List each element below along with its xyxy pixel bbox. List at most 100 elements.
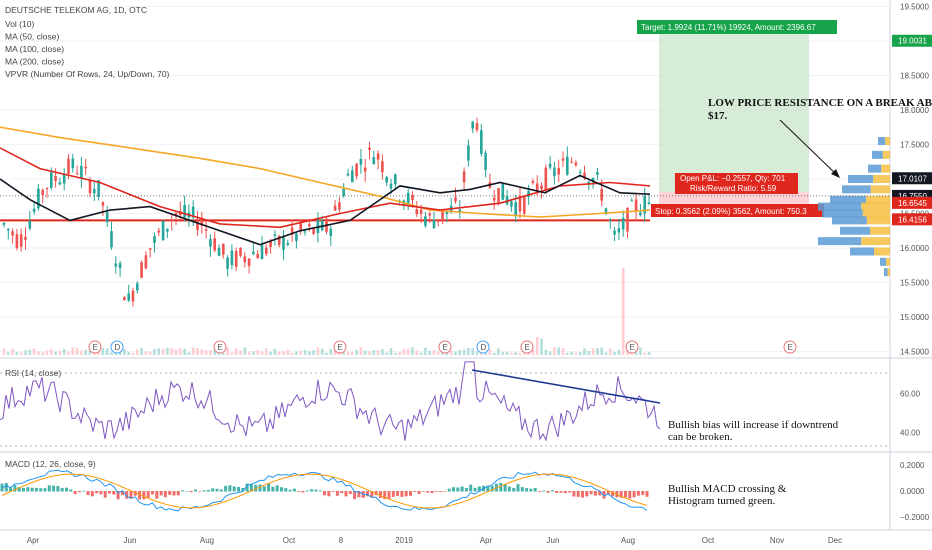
macd-histogram-bar: [572, 491, 576, 497]
candle-body: [123, 297, 126, 301]
macd-histogram-bar: [559, 491, 563, 493]
macd-histogram-bar: [77, 491, 81, 493]
volume-bar: [394, 352, 397, 355]
indicator-legend-item: MA (100, close): [5, 44, 64, 54]
macd-histogram-bar: [409, 491, 412, 496]
macd-histogram-bar: [512, 487, 516, 492]
vpvr-up-row: [848, 175, 874, 183]
volume-bar: [183, 348, 186, 355]
candle-body: [480, 130, 483, 154]
candle-body: [540, 185, 543, 189]
macd-histogram-bar: [598, 491, 602, 496]
volume-bar: [239, 350, 242, 355]
volume-bar: [157, 348, 161, 355]
event-markers[interactable]: E E E E E E ED D: [88, 340, 797, 354]
volume-bar: [282, 350, 285, 355]
dividend-marker[interactable]: [476, 340, 490, 354]
earnings-marker[interactable]: [213, 340, 227, 354]
macd-histogram-bar: [142, 491, 146, 500]
earnings-marker[interactable]: [520, 340, 534, 354]
volume-bar: [123, 348, 126, 355]
vpvr-up-row: [850, 247, 874, 256]
candle-body: [553, 167, 556, 177]
candle-body: [492, 197, 496, 201]
macd-histogram-bar: [353, 491, 357, 500]
price-tick-label: 15.0000: [900, 313, 929, 322]
macd-histogram-bar: [443, 491, 447, 492]
macd-histogram: [0, 482, 649, 500]
vpvr-down-row: [873, 175, 890, 183]
vpvr-down-row: [861, 237, 890, 246]
macd-histogram-bar: [550, 490, 554, 492]
vpvr-down-row: [885, 137, 890, 146]
candle-body: [114, 263, 118, 267]
volume-bar: [101, 348, 105, 355]
vpvr-down-row: [866, 195, 890, 204]
volume-bar: [398, 352, 401, 355]
macd-histogram-bar: [645, 491, 649, 497]
macd-histogram-bar: [112, 491, 116, 495]
macd-histogram-bar: [486, 485, 490, 492]
price-tag-label: 16.4156: [898, 215, 927, 224]
earnings-marker[interactable]: [438, 340, 452, 354]
earnings-marker-label: E: [525, 343, 530, 352]
volume-bar: [613, 352, 616, 355]
macd-histogram-bar: [525, 488, 529, 492]
macd-histogram-bar: [224, 485, 228, 492]
candle-body: [329, 228, 333, 236]
candle-body: [561, 158, 565, 161]
macd-histogram-bar: [520, 487, 524, 492]
time-tick-label: Jun: [547, 536, 560, 545]
macd-histogram-bar: [292, 488, 296, 492]
target-zone: [659, 24, 809, 192]
ma200-line: [0, 126, 651, 218]
candle-body: [75, 173, 79, 175]
volume-bar: [316, 347, 320, 355]
macd-histogram-bar: [606, 491, 610, 495]
dividend-marker[interactable]: [110, 340, 124, 354]
volume-bar: [320, 348, 324, 355]
volume-bar: [265, 348, 268, 355]
volume-bar: [187, 352, 191, 355]
volume-bar: [372, 350, 376, 355]
volume-bar: [148, 352, 152, 355]
volume-bar: [501, 351, 505, 355]
macd-histogram-bar: [52, 485, 56, 492]
earnings-marker[interactable]: [625, 340, 639, 354]
volume-bar: [604, 352, 608, 355]
macd-histogram-bar: [624, 491, 627, 498]
time-tick-label: Apr: [480, 536, 493, 545]
volume-bar: [166, 347, 169, 355]
volume-bar: [308, 351, 311, 355]
volume-bar: [273, 348, 277, 355]
price-tick-label: 15.5000: [900, 279, 929, 288]
macd-histogram-bar: [176, 491, 180, 496]
rsi-downtrend-line[interactable]: [471, 369, 661, 404]
macd-histogram-bar: [146, 491, 150, 499]
candle-body: [234, 251, 238, 267]
macd-histogram-bar: [189, 491, 193, 493]
earnings-marker[interactable]: [88, 340, 102, 354]
vpvr-up-row: [822, 209, 863, 218]
volume-bar: [548, 351, 552, 355]
volume-bar: [381, 349, 384, 355]
macd-histogram-bar: [4, 483, 8, 492]
volume-bar: [80, 350, 83, 355]
volume-bar: [136, 349, 139, 355]
macd-histogram-bar: [47, 485, 51, 492]
candle-body: [174, 213, 178, 216]
volume-bar: [131, 352, 135, 355]
volume-bar: [75, 348, 79, 355]
earnings-marker[interactable]: [783, 340, 797, 354]
macd-histogram-bar: [516, 484, 520, 492]
macd-histogram-bar: [151, 491, 154, 495]
volume-bar: [617, 349, 621, 355]
long-position-tool[interactable]: Target: 1.9924 (11.71%) 19924, Amount: 2…: [637, 20, 837, 217]
candle-body: [531, 181, 535, 183]
earnings-marker[interactable]: [333, 340, 347, 354]
vpvr-down-row: [870, 226, 890, 235]
volume-bar: [402, 348, 406, 355]
volume-bar: [540, 338, 543, 355]
volume-bar: [153, 349, 156, 355]
